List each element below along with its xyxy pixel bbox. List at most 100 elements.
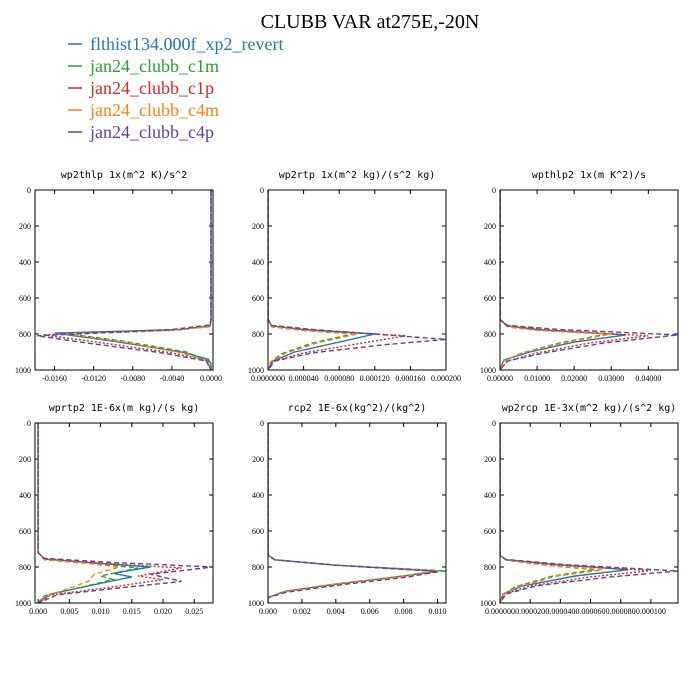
y-tick-label: 200 [484, 222, 496, 231]
y-tick-label: 600 [252, 294, 264, 303]
y-tick-label: 200 [19, 222, 31, 231]
x-tick-label: 0.005 [60, 607, 78, 616]
panel-4: wprtp2 1E-6x(m kg)/(s kg) 0 200 400 600 800 10… [15, 403, 214, 616]
y-tick-label: 800 [484, 563, 496, 572]
x-tick-label: 0.006 [361, 607, 379, 616]
x-tick-label: 0.000020 [515, 607, 545, 616]
x-tick-label: 0.000120 [360, 374, 390, 383]
panel-title: wp2thlp 1x(m^2 K)/s^2 [61, 170, 187, 181]
x-tick-label: 0.000 [29, 607, 47, 616]
series-line-c4p [268, 190, 446, 370]
x-tick-label: 0.00000 [487, 374, 513, 383]
series-line-c1m [500, 423, 596, 603]
y-tick-label: 800 [252, 330, 264, 339]
x-tick-label: 0.01000 [524, 374, 550, 383]
series-line-c4p [36, 190, 212, 370]
plot-frame [267, 189, 447, 371]
panel-title: wp2rcp 1E-3x(m^2 kg)/(s^2 kg) [502, 403, 677, 414]
y-tick-label: 200 [252, 455, 264, 464]
series-line-c1m [37, 423, 139, 603]
plot-frame [267, 422, 447, 604]
x-tick-label: 0.000080 [606, 607, 636, 616]
x-tick-label: 0.04000 [635, 374, 661, 383]
series-line-c4p [500, 190, 678, 370]
plot-frame [34, 422, 214, 604]
plot-frame [34, 189, 214, 371]
plot-frame [499, 422, 679, 604]
x-tick-label: 0.000100 [636, 607, 666, 616]
y-tick-label: 400 [19, 258, 31, 267]
x-tick-label: 0.004 [327, 607, 345, 616]
legend: flthist134.000f_xp2_revertjan24_clubb_c1… [68, 34, 283, 142]
y-tick-label: 800 [484, 330, 496, 339]
y-tick-label: 400 [484, 491, 496, 500]
y-tick-label: 800 [252, 563, 264, 572]
x-tick-label: 0.000040 [289, 374, 319, 383]
plot-frame [499, 189, 679, 371]
y-tick-label: 600 [484, 294, 496, 303]
y-tick-label: 400 [252, 258, 264, 267]
y-tick-label: 1000 [15, 599, 31, 608]
series-line-c1m [268, 423, 446, 603]
figure-title: CLUBB VAR at275E,-20N [261, 11, 480, 33]
panel-title: rcp2 1E-6x(kg^2)/(kg^2) [288, 403, 426, 414]
y-tick-label: 0 [260, 186, 264, 195]
x-tick-label: 0.020 [154, 607, 172, 616]
x-tick-label: 0.000200 [431, 374, 461, 383]
y-tick-label: 1000 [248, 366, 264, 375]
x-tick-label: 0.000000 [485, 607, 515, 616]
panel-1: wp2thlp 1x(m^2 K)/s^2 0 200 400 600 800 1000 -0… [15, 170, 222, 383]
y-tick-label: 1000 [248, 599, 264, 608]
panel-title: wprtp2 1E-6x(m kg)/(s kg) [49, 403, 200, 414]
x-tick-label: -0.0040 [160, 374, 185, 383]
legend-label-c1m: jan24_clubb_c1m [89, 56, 219, 76]
y-tick-label: 1000 [480, 599, 496, 608]
series-line-flthist [37, 423, 151, 603]
y-tick-label: 200 [484, 455, 496, 464]
y-tick-label: 0 [27, 186, 31, 195]
x-tick-label: 0.000060 [576, 607, 606, 616]
x-tick-label: 0.002 [293, 607, 311, 616]
panel-6: wp2rcp 1E-3x(m^2 kg)/(s^2 kg) 0 200 400 600 8… [480, 403, 679, 616]
series-line-c4p [37, 423, 213, 603]
y-tick-label: 1000 [15, 366, 31, 375]
y-tick-label: 600 [19, 527, 31, 536]
y-tick-label: 1000 [480, 366, 496, 375]
y-tick-label: 800 [19, 330, 31, 339]
x-tick-label: 0.0000 [200, 374, 222, 383]
y-tick-label: 600 [19, 294, 31, 303]
series-line-c1m [268, 190, 353, 370]
x-tick-label: -0.0160 [42, 374, 67, 383]
y-tick-label: 0 [492, 186, 496, 195]
series-line-flthist [54, 190, 212, 370]
series-line-c4m [37, 423, 120, 603]
panel-title: wp2rtp 1x(m^2 kg)/(s^2 kg) [279, 170, 436, 181]
panel-3: wpthlp2 1x(m K^2)/s 0 200 400 600 800 10000.00… [480, 170, 679, 383]
panel-title: wpthlp2 1x(m K^2)/s [532, 170, 646, 181]
y-tick-label: 600 [484, 527, 496, 536]
y-tick-label: 0 [260, 419, 264, 428]
y-tick-label: 600 [252, 527, 264, 536]
panel-5: rcp2 1E-6x(kg^2)/(kg^2) 0 200 400 600 800 1000… [248, 403, 447, 616]
y-tick-label: 200 [19, 455, 31, 464]
legend-label-c4p: jan24_clubb_c4p [89, 122, 214, 142]
x-tick-label: 0.0000000 [251, 374, 285, 383]
chart-panels: wp2thlp 1x(m^2 K)/s^2 0 200 400 600 800 1000 -0… [15, 170, 679, 616]
y-tick-label: 200 [252, 222, 264, 231]
x-tick-label: 0.008 [395, 607, 413, 616]
series-line-c4m [500, 190, 612, 370]
x-tick-label: 0.000080 [324, 374, 354, 383]
y-tick-label: 0 [492, 419, 496, 428]
legend-label-c1p: jan24_clubb_c1p [89, 78, 214, 98]
x-tick-label: 0.010 [92, 607, 110, 616]
series-line-c1p [500, 423, 651, 603]
x-tick-label: 0.010 [429, 607, 447, 616]
series-line-flthist [500, 423, 629, 603]
panel-2: wp2rtp 1x(m^2 kg)/(s^2 kg) 0 200 400 600 800 1… [248, 170, 461, 383]
series-line-c1p [500, 190, 649, 370]
series-line-flthist [500, 190, 627, 370]
legend-label-flthist: flthist134.000f_xp2_revert [90, 34, 283, 54]
y-tick-label: 0 [27, 419, 31, 428]
x-tick-label: -0.0080 [120, 374, 145, 383]
x-tick-label: 0.000160 [395, 374, 425, 383]
